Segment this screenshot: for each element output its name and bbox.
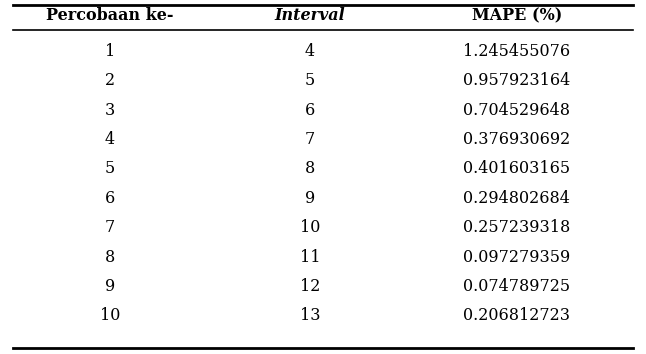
- Text: 0.376930692: 0.376930692: [463, 131, 570, 148]
- Text: 6: 6: [305, 102, 315, 119]
- Text: 0.401603165: 0.401603165: [463, 160, 570, 177]
- Text: 5: 5: [105, 160, 115, 177]
- Text: 3: 3: [105, 102, 115, 119]
- Text: 0.704529648: 0.704529648: [463, 102, 570, 119]
- Text: 0.206812723: 0.206812723: [463, 307, 570, 324]
- Text: 8: 8: [105, 249, 115, 266]
- Text: 9: 9: [105, 278, 115, 295]
- Text: Percobaan ke-: Percobaan ke-: [46, 7, 174, 24]
- Text: 0.957923164: 0.957923164: [463, 72, 570, 89]
- Text: 7: 7: [305, 131, 315, 148]
- Text: 4: 4: [105, 131, 115, 148]
- Text: 4: 4: [305, 43, 315, 60]
- Text: 7: 7: [105, 219, 115, 236]
- Text: 9: 9: [305, 190, 315, 207]
- Text: MAPE (%): MAPE (%): [472, 7, 562, 24]
- Text: Interval: Interval: [275, 7, 346, 24]
- Text: 1.245455076: 1.245455076: [463, 43, 570, 60]
- Text: 13: 13: [300, 307, 320, 324]
- Text: 10: 10: [99, 307, 120, 324]
- Text: 8: 8: [305, 160, 315, 177]
- Text: 0.074789725: 0.074789725: [463, 278, 570, 295]
- Text: 5: 5: [305, 72, 315, 89]
- Text: 0.294802684: 0.294802684: [463, 190, 570, 207]
- Text: 0.257239318: 0.257239318: [463, 219, 570, 236]
- Text: 0.097279359: 0.097279359: [463, 249, 570, 266]
- Text: 10: 10: [300, 219, 320, 236]
- Text: 11: 11: [300, 249, 320, 266]
- Text: 6: 6: [105, 190, 115, 207]
- Text: 1: 1: [105, 43, 115, 60]
- Text: 12: 12: [300, 278, 320, 295]
- Text: 2: 2: [105, 72, 115, 89]
